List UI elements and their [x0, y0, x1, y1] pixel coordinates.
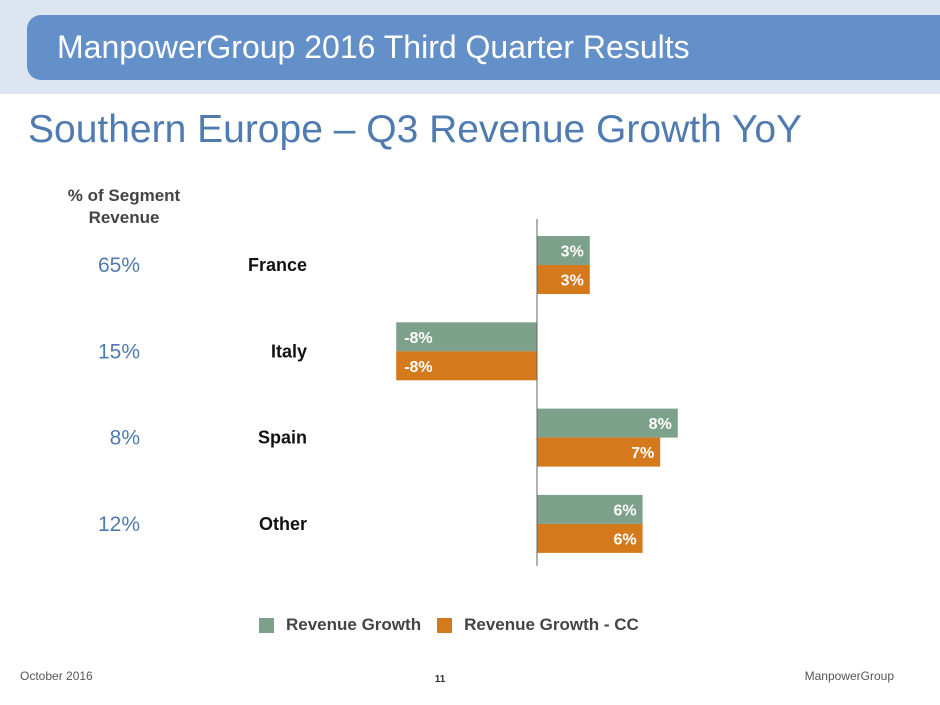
share-value-france: 65%: [98, 254, 140, 277]
bar-label-spain-growth-cc: 7%: [631, 445, 654, 462]
bar-france-growth: [537, 236, 590, 265]
slide-subtitle: Southern Europe – Q3 Revenue Growth YoY: [28, 108, 803, 151]
bar-other-growth-cc: [537, 523, 643, 553]
page-number: 11: [434, 674, 446, 685]
bar-label-italy-growth: -8%: [404, 330, 432, 347]
footer-company: ManpowerGroup: [804, 669, 894, 683]
share-value-spain: 8%: [110, 427, 140, 450]
legend-label-revenue-growth-cc: Revenue Growth - CC: [464, 615, 639, 634]
share-value-italy: 15%: [98, 340, 140, 363]
legend-item-revenue-growth-cc: Revenue Growth - CC: [437, 615, 639, 635]
bar-france-growth-cc: [537, 265, 590, 294]
bar-spain-growth-cc: [537, 437, 661, 467]
bar-italy-growth-cc: [396, 351, 537, 381]
bar-label-france-growth: 3%: [561, 244, 584, 261]
category-label-other: Other: [259, 514, 307, 534]
share-column-header: % of Segment Revenue: [67, 186, 181, 227]
bar-label-italy-growth-cc: -8%: [404, 359, 432, 376]
bar-italy-growth: [396, 322, 537, 352]
bar-label-spain-growth: 8%: [649, 416, 672, 433]
title-banner: [27, 15, 940, 80]
footer-date: October 2016: [20, 669, 93, 683]
bar-label-france-growth-cc: 3%: [561, 273, 584, 290]
chart-layer: 65% France 3% 3% 15% Italy -8% -8% 8% Spain 8% 7% 12…: [98, 219, 678, 566]
category-label-france: France: [248, 255, 307, 275]
legend-swatch-revenue-growth-cc: [437, 617, 453, 633]
legend-label-revenue-growth: Revenue Growth: [286, 615, 422, 634]
share-value-other: 12%: [98, 513, 140, 536]
bar-spain-growth: [537, 408, 678, 438]
legend-swatch-revenue-growth: [259, 617, 274, 633]
slide-title: ManpowerGroup 2016 Third Quarter Results: [57, 29, 690, 65]
legend: Revenue Growth Revenue Growth - CC: [259, 614, 655, 636]
bar-label-other-growth: 6%: [613, 502, 636, 519]
bar-label-other-growth-cc: 6%: [613, 531, 636, 548]
legend-item-revenue-growth: Revenue Growth: [259, 615, 421, 635]
bar-other-growth: [537, 494, 643, 524]
category-label-italy: Italy: [271, 341, 307, 361]
category-label-spain: Spain: [258, 428, 307, 448]
